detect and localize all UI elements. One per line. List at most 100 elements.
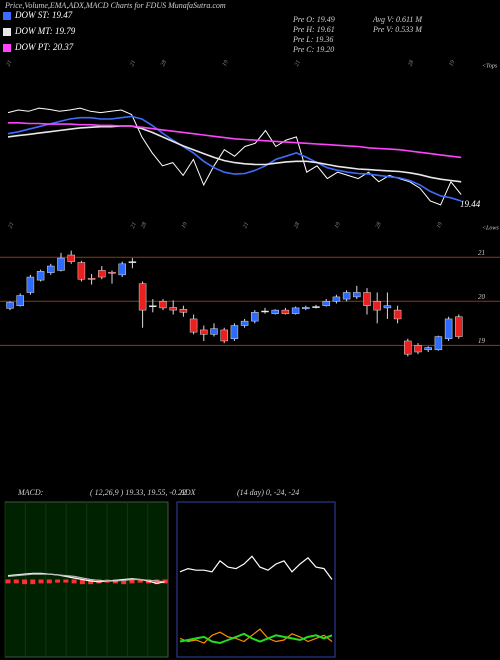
x-tick-label: 21 <box>8 221 16 229</box>
candle-body <box>128 261 137 263</box>
histogram-bar <box>46 579 52 584</box>
legend-swatch <box>3 28 11 36</box>
candle-body <box>230 325 239 340</box>
avg-volume: Avg V: 0.611 M <box>372 15 423 24</box>
candle-body <box>434 336 443 351</box>
adx-line <box>179 628 333 644</box>
pre-volume: Pre V: 0.533 M <box>372 25 423 34</box>
x-tick-label: 28 <box>407 59 415 67</box>
candle-body <box>169 307 177 311</box>
candle-body <box>87 278 96 280</box>
candle-body <box>455 316 463 337</box>
histogram-bar <box>79 579 85 585</box>
x-tick-label: 21 <box>6 59 14 67</box>
histogram-bar <box>88 579 94 585</box>
histogram-bar <box>30 579 36 585</box>
candle-body <box>47 265 55 273</box>
x-tick-label: 21 <box>242 221 250 229</box>
candle-body <box>36 271 45 281</box>
candle-body <box>342 292 351 300</box>
histogram-bar <box>38 579 44 584</box>
adx-line <box>179 632 333 645</box>
candle-body <box>98 270 106 278</box>
histogram-bar <box>121 579 127 585</box>
candle-body <box>312 306 320 308</box>
price-line <box>7 125 462 183</box>
candle-body <box>261 310 269 313</box>
x-tick-label: 19 <box>181 221 189 229</box>
histogram-bar <box>13 579 19 584</box>
histogram-bar <box>22 579 28 585</box>
legend-swatch <box>3 12 11 20</box>
x-tick-label: 19 <box>334 221 342 229</box>
candle-body <box>179 308 188 313</box>
candle-body <box>424 347 432 351</box>
histogram-bar <box>154 579 160 585</box>
candle-body <box>189 318 198 333</box>
candle-body <box>393 309 402 320</box>
candle-body <box>373 301 381 311</box>
candle-body <box>159 301 167 309</box>
candle-body <box>77 262 86 280</box>
candle-body <box>16 295 24 306</box>
x-tick-label: 28 <box>293 221 301 229</box>
adx-label: ADX <box>179 488 197 497</box>
candle-body <box>149 305 157 307</box>
candle-body <box>353 292 361 298</box>
candle-body <box>302 307 310 310</box>
histogram-bar <box>5 579 11 584</box>
histogram-bar <box>71 579 77 584</box>
adx-panel <box>176 501 336 658</box>
title: Price,Volume,EMA,ADX,MACD Charts for FDU… <box>4 1 226 10</box>
price-line <box>8 122 462 159</box>
price-line <box>7 115 462 202</box>
candle-body <box>210 328 218 335</box>
x-tick-label: 21 <box>294 59 302 67</box>
candle-body <box>332 296 341 302</box>
y-tick-label: 21 <box>478 249 485 257</box>
candle-body <box>251 312 259 322</box>
last-price-label: 19.44 <box>460 199 481 209</box>
x-tick-label: 19 <box>449 59 457 67</box>
candle-body <box>322 301 330 306</box>
x-tick-label: 21 <box>130 221 138 229</box>
legend-label: DOW PT: 20.37 <box>14 42 74 52</box>
legend-label: DOW ST: 19.47 <box>14 10 73 20</box>
x-tick-label: 28 <box>140 221 148 229</box>
candle-body <box>138 283 147 311</box>
candle-body <box>108 271 116 274</box>
pre-close: Pre C: 19.20 <box>292 45 334 54</box>
candle-body <box>118 263 126 276</box>
tops-label: <Tops <box>482 63 498 69</box>
histogram-bar <box>55 579 61 583</box>
macd-label: MACD: <box>17 488 44 497</box>
lows-label: <Lows <box>482 225 499 231</box>
pre-high: Pre H: 19.61 <box>292 25 335 34</box>
legend-swatch <box>3 44 11 52</box>
candle-body <box>200 329 208 335</box>
x-tick-label: 19 <box>222 59 230 67</box>
legend-label: DOW MT: 19.79 <box>14 26 76 36</box>
macd-line <box>7 573 166 583</box>
candle-body <box>383 305 392 309</box>
candle-body <box>26 276 35 293</box>
histogram-bar <box>63 579 69 583</box>
candle-body <box>67 254 75 262</box>
candle-body <box>281 309 290 314</box>
histogram-bar <box>137 579 143 583</box>
x-tick-label: 28 <box>160 59 168 67</box>
candle-body <box>6 301 14 309</box>
candle-body <box>291 307 300 314</box>
x-tick-label: 19 <box>436 221 444 229</box>
pre-low: Pre L: 19.36 <box>292 35 333 44</box>
candle-body <box>271 309 279 314</box>
pre-open: Pre O: 19.49 <box>292 15 335 24</box>
x-tick-label: 28 <box>375 221 383 229</box>
macd-params: ( 12,26,9 ) 19.33, 19.55, -0.22 <box>90 488 186 497</box>
candle-body <box>363 292 371 306</box>
adx-line <box>179 555 333 580</box>
x-tick-label: 21 <box>129 59 137 67</box>
candle-body <box>240 320 249 326</box>
y-tick-label: 19 <box>478 337 486 345</box>
